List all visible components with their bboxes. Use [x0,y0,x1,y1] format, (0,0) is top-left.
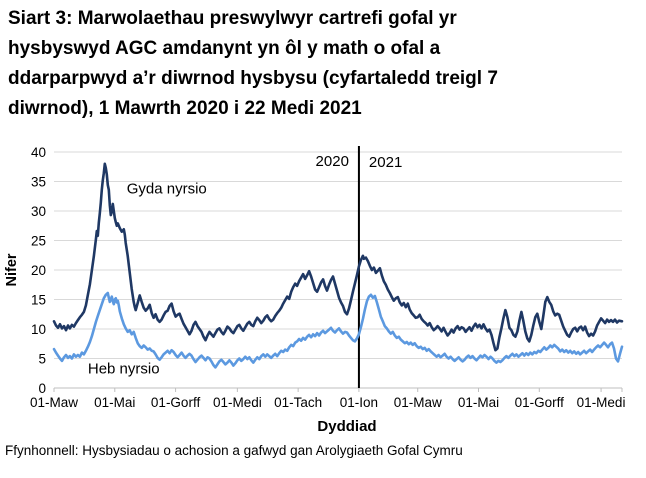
x-axis-title: Dyddiad [317,418,376,435]
year-label-2021: 2021 [369,154,402,171]
y-tick-label: 10 [31,322,46,337]
y-tick-label: 20 [31,263,46,278]
x-tick-label: 01-Mai [458,395,499,410]
x-tick-label: 01-Mai [94,395,135,410]
y-tick-label: 5 [38,352,46,367]
chart-title: Siart 3: Marwolaethau preswylwyr cartref… [8,4,640,124]
y-tick-label: 35 [31,175,46,190]
series-label-heb-nyrsio: Heb nyrsio [88,360,160,377]
source-note: Ffynhonnell: Hysbysiadau o achosion a ga… [5,443,463,458]
x-tick-label: 01-Medi [213,395,262,410]
x-tick-label: 01-Maw [394,395,442,410]
chart-title-line-1: Siart 3: Marwolaethau preswylwyr cartref… [8,8,457,29]
series-line-heb-nyrsio [52,291,624,369]
y-tick-label: 25 [31,234,46,249]
chart-title-line-2: hysbyswyd AGC amdanynt yn ôl y math o of… [8,38,441,59]
chart-title-line-4: diwrnod), 1 Mawrth 2020 i 22 Medi 2021 [8,98,362,119]
series-line-gyda-nyrsio [52,162,624,352]
y-axis-title: Nifer [4,253,20,286]
chart-title-line-3: ddarparpwyd a’r diwrnod hysbysu (cyfarta… [8,68,498,89]
y-tick-label: 30 [31,204,46,219]
x-tick-label: 01-Gorff [515,395,565,410]
x-tick-label: 01-Maw [30,395,78,410]
year-label-2020: 2020 [316,153,349,170]
y-tick-label: 15 [31,293,46,308]
x-tick-label: 01-Medi [577,395,626,410]
x-tick-label: 01-Tach [274,395,322,410]
y-tick-label: 40 [31,145,46,160]
x-tick-label: 01-Gorff [151,395,201,410]
y-tick-label: 0 [38,381,46,396]
series-label-gyda-nyrsio: Gyda nyrsio [127,180,207,197]
x-tick-label: 01-Ion [340,395,378,410]
